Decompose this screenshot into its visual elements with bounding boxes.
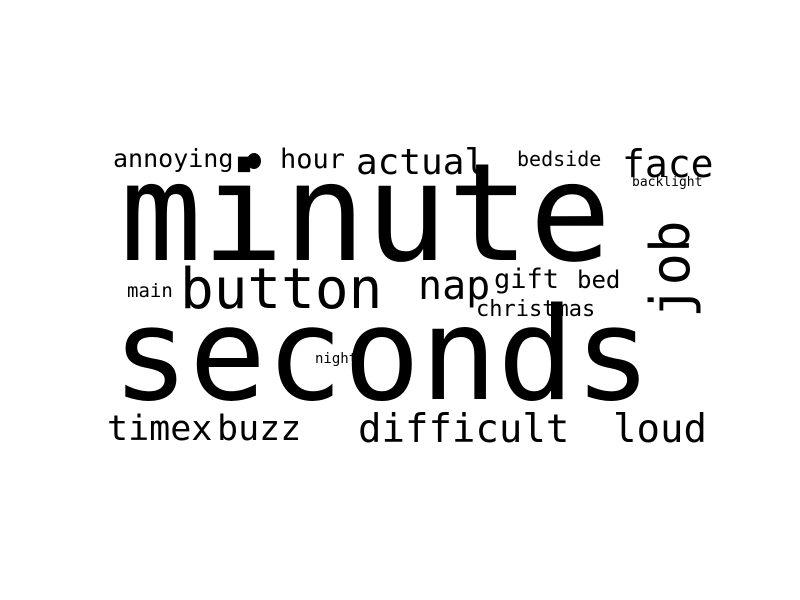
word-buzz: buzz — [217, 409, 302, 449]
word-bedside: bedside — [517, 147, 602, 171]
word-nap: nap — [418, 263, 491, 309]
word-timex: timex — [107, 409, 213, 449]
word-job: job — [639, 220, 702, 318]
word-bed: bed — [577, 266, 621, 294]
word-annoying: annoying — [113, 144, 234, 173]
word-difficult: difficult — [358, 407, 570, 452]
word-minute: minute — [120, 135, 612, 293]
word-hour: hour — [280, 144, 346, 175]
word-actual: actual — [356, 142, 487, 183]
word-main: main — [127, 280, 173, 302]
word-face: face — [622, 142, 714, 186]
word-christmas: christmas — [476, 297, 596, 322]
word-loud: loud — [613, 407, 707, 452]
dot-mark — [247, 153, 261, 169]
word-button: button — [180, 257, 383, 322]
word-seconds: seconds — [112, 281, 652, 430]
word-night: night — [315, 351, 358, 367]
word-gift: gift — [494, 264, 560, 295]
word-backlight: backlight — [632, 175, 703, 190]
